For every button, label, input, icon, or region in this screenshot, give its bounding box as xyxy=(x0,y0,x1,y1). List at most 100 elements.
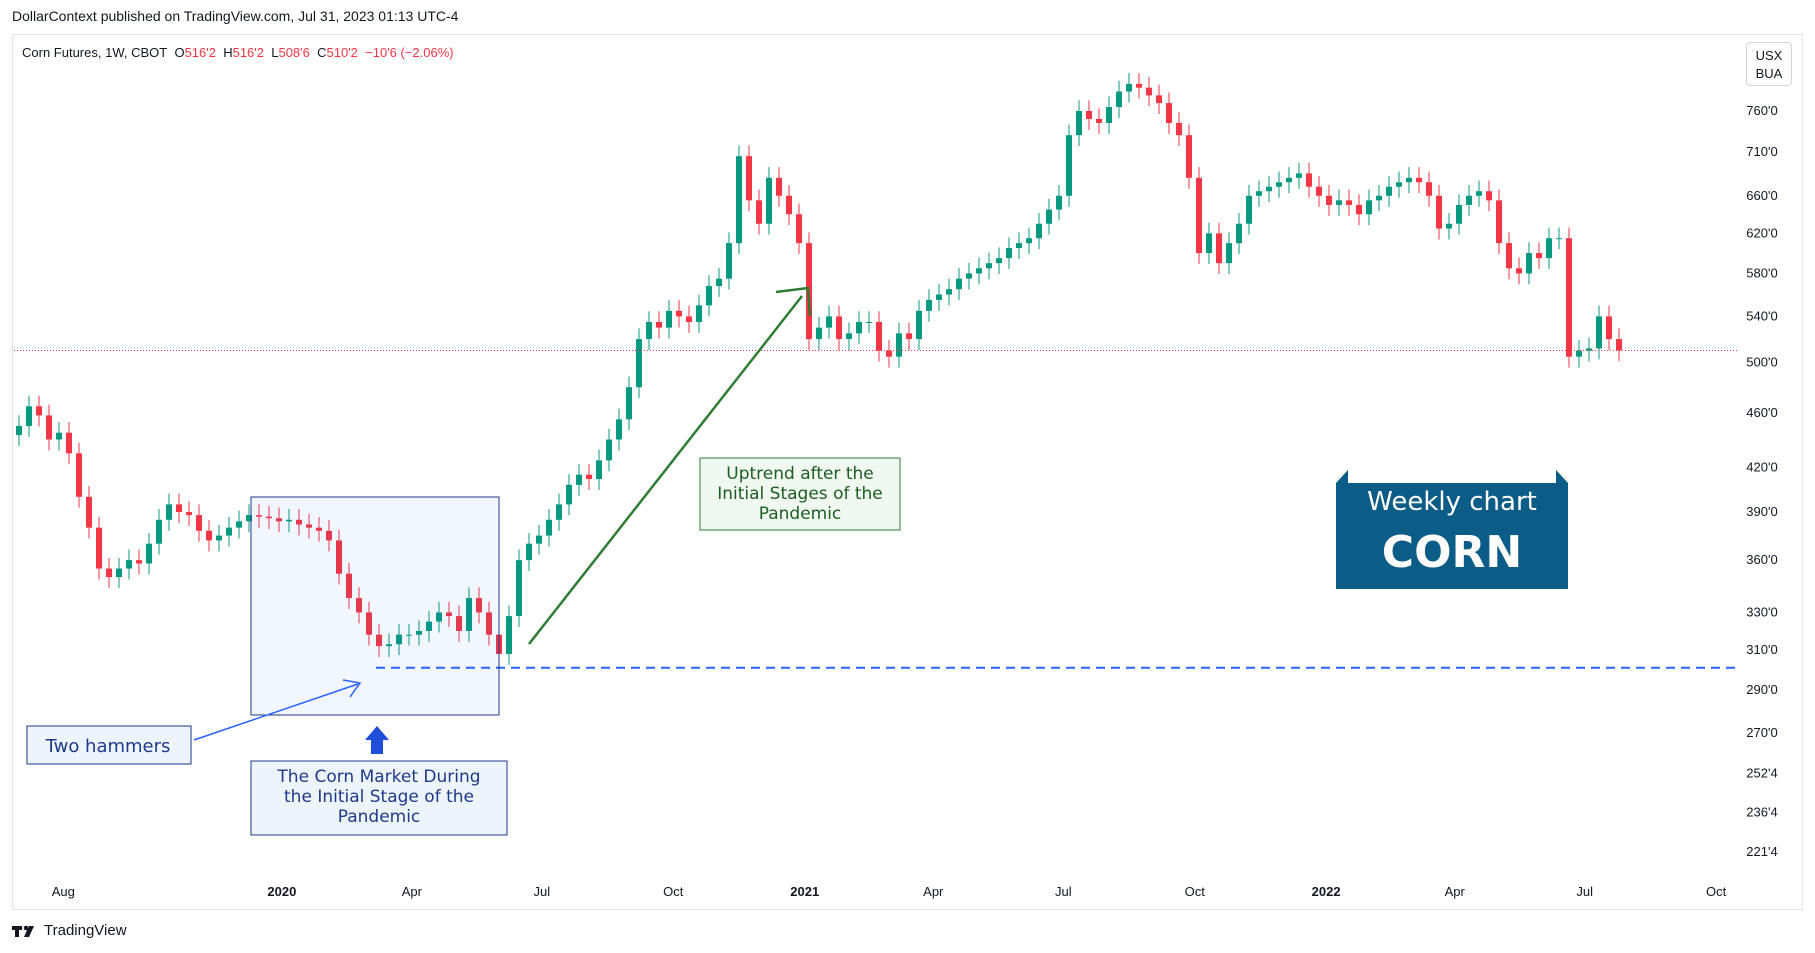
x-tick-label: 2022 xyxy=(1312,884,1341,899)
candle xyxy=(406,623,412,646)
candle xyxy=(966,262,972,290)
candle xyxy=(296,509,302,536)
symbol-legend: Corn Futures, 1W, CBOT O516'2 H516'2 L50… xyxy=(22,45,454,60)
candle xyxy=(1326,185,1332,216)
candle xyxy=(216,524,222,552)
footer-brand-text: TradingView xyxy=(44,922,127,939)
candle xyxy=(1496,189,1502,255)
candle xyxy=(126,549,132,580)
candle xyxy=(1166,92,1172,134)
candle xyxy=(1616,328,1622,362)
y-tick-label: 236'4 xyxy=(1746,805,1777,820)
y-tick-label: 710'0 xyxy=(1746,144,1777,159)
candle xyxy=(676,300,682,328)
hammers-label: Two hammers xyxy=(45,736,171,757)
candle xyxy=(896,322,902,368)
candle xyxy=(1526,242,1532,285)
candle xyxy=(1546,227,1552,270)
candle xyxy=(1066,124,1072,207)
candle xyxy=(326,520,332,552)
candle xyxy=(306,513,312,539)
candle xyxy=(1346,189,1352,216)
corn-market-annotation[interactable]: The Corn Market During the Initial Stage… xyxy=(250,760,508,836)
hammers-annotation[interactable]: Two hammers xyxy=(26,725,192,765)
candle xyxy=(16,415,22,447)
candle xyxy=(286,509,292,533)
candle xyxy=(456,605,462,642)
candle xyxy=(416,620,422,646)
currency-line-1: USX xyxy=(1755,48,1783,63)
candle xyxy=(1286,167,1292,194)
uptrend-arrow xyxy=(528,286,812,645)
open-label: O xyxy=(174,45,185,60)
badge-title: CORN xyxy=(1382,527,1522,578)
currency-unit-button[interactable]: USX BUA xyxy=(1746,42,1792,86)
candle xyxy=(1306,162,1312,198)
candle xyxy=(996,247,1002,275)
y-tick-label: 760'0 xyxy=(1746,103,1777,118)
candle xyxy=(346,562,352,609)
high-label: H xyxy=(223,45,233,60)
candle xyxy=(566,474,572,516)
candle xyxy=(1266,176,1272,203)
candle xyxy=(596,449,602,490)
candle xyxy=(1106,96,1112,134)
candle xyxy=(1226,232,1232,275)
candle xyxy=(236,510,242,539)
candle xyxy=(266,505,272,530)
candle xyxy=(686,305,692,333)
y-tick-label: 221'4 xyxy=(1746,844,1777,859)
x-tick-label: Apr xyxy=(923,884,944,899)
corn-badge: Weekly chart CORN xyxy=(1336,470,1568,589)
candle xyxy=(836,305,842,351)
footer-brand[interactable]: TradingView xyxy=(12,922,127,939)
high-value: 516'2 xyxy=(232,45,264,60)
x-tick-label: Jul xyxy=(1576,884,1593,899)
candle xyxy=(796,203,802,255)
candle xyxy=(1116,80,1122,118)
candle xyxy=(396,623,402,656)
candle xyxy=(336,529,342,585)
corn-market-line-2: the Initial Stage of the xyxy=(284,787,474,807)
chart-pane[interactable] xyxy=(12,34,1803,910)
candle xyxy=(1216,222,1222,275)
candle xyxy=(646,311,652,351)
candle xyxy=(186,501,192,527)
candle xyxy=(1016,232,1022,259)
pandemic-highlight-box[interactable] xyxy=(250,496,500,716)
candle xyxy=(1086,100,1092,130)
x-tick-label: 2020 xyxy=(267,884,296,899)
corn-market-line-1: The Corn Market During xyxy=(276,767,480,787)
up-arrow-icon xyxy=(365,726,389,754)
candle xyxy=(1396,171,1402,198)
candle xyxy=(1246,185,1252,235)
candle xyxy=(766,167,772,235)
candle xyxy=(946,278,952,306)
candle xyxy=(1476,180,1482,207)
candle xyxy=(1416,167,1422,194)
candle xyxy=(606,428,612,472)
uptrend-annotation[interactable]: Uptrend after the Initial Stages of the … xyxy=(699,457,901,531)
candle xyxy=(246,504,252,533)
candle xyxy=(36,395,42,427)
candle xyxy=(846,322,852,351)
candle xyxy=(1236,213,1242,255)
y-tick-label: 660'0 xyxy=(1746,188,1777,203)
candle xyxy=(956,267,962,301)
x-tick-label: Jul xyxy=(534,884,551,899)
candle xyxy=(526,532,532,572)
candle xyxy=(546,509,552,547)
candle xyxy=(786,185,792,226)
candle xyxy=(66,421,72,465)
candle xyxy=(1056,185,1062,221)
candle xyxy=(1376,185,1382,212)
candle xyxy=(1206,222,1212,264)
candle xyxy=(136,549,142,575)
candle xyxy=(86,486,92,539)
candle xyxy=(1006,237,1012,270)
candle xyxy=(26,395,32,437)
candle xyxy=(536,524,542,555)
candle xyxy=(876,311,882,362)
candle xyxy=(1126,73,1132,103)
candle xyxy=(1506,232,1512,280)
